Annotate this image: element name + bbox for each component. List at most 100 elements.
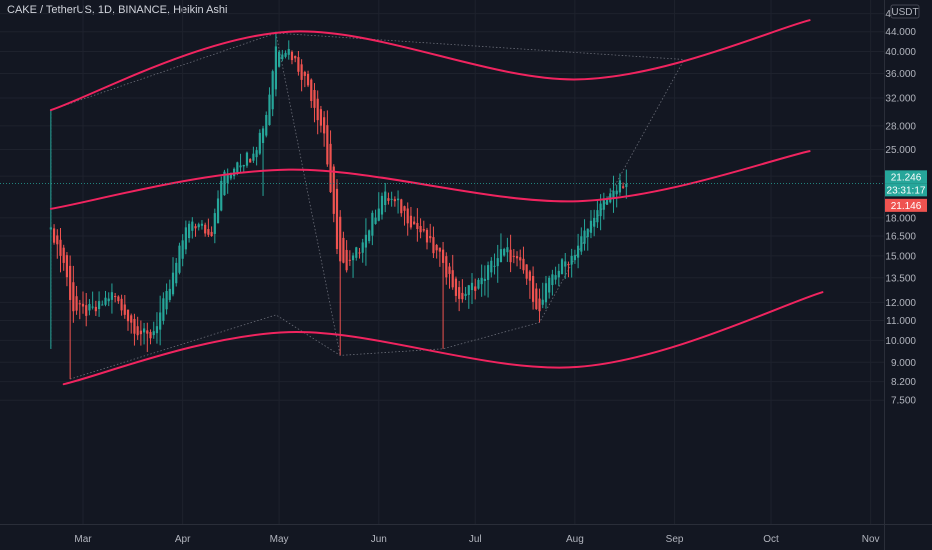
candle-up[interactable] (551, 269, 554, 296)
candle-down[interactable] (522, 246, 525, 274)
candle-down[interactable] (403, 205, 406, 226)
candle-down[interactable] (345, 240, 348, 273)
candle-up[interactable] (605, 196, 609, 205)
candle-up[interactable] (554, 266, 557, 285)
candle-up[interactable] (580, 227, 583, 255)
candle-down[interactable] (78, 299, 81, 320)
candle-up[interactable] (265, 111, 268, 138)
candle-up[interactable] (184, 220, 187, 255)
candle-up[interactable] (152, 321, 155, 339)
candle-down[interactable] (335, 179, 339, 255)
candle-up[interactable] (374, 209, 377, 225)
candle-up[interactable] (364, 218, 368, 266)
candle-down[interactable] (136, 316, 139, 340)
candle-down[interactable] (435, 243, 438, 259)
candle-down[interactable] (323, 111, 326, 147)
candle-up[interactable] (467, 284, 470, 309)
candle-down[interactable] (413, 216, 416, 225)
candle-up[interactable] (493, 253, 496, 275)
candle-up[interactable] (541, 282, 544, 309)
candle-up[interactable] (165, 283, 168, 315)
candle-down[interactable] (387, 192, 390, 205)
candle-up[interactable] (107, 292, 110, 307)
candle-down[interactable] (429, 223, 432, 243)
candle-down[interactable] (445, 252, 448, 285)
candle-up[interactable] (557, 263, 560, 287)
candle-down[interactable] (454, 276, 458, 303)
candle-down[interactable] (75, 285, 78, 315)
time-axis[interactable]: Mar Apr May Jun Jul Aug Sep Oct Nov (74, 534, 879, 545)
candle-up[interactable] (577, 233, 580, 269)
candle-down[interactable] (81, 291, 85, 314)
candle-up[interactable] (618, 173, 622, 196)
candle-up[interactable] (570, 248, 573, 278)
candle-up[interactable] (242, 164, 245, 172)
candle-up[interactable] (625, 169, 628, 199)
candle-up[interactable] (49, 110, 52, 349)
candle-down[interactable] (409, 206, 413, 230)
candle-up[interactable] (142, 322, 146, 345)
channel-curve[interactable] (49, 150, 811, 210)
candle-down[interactable] (448, 262, 451, 289)
candle-down[interactable] (62, 244, 65, 271)
candle-up[interactable] (544, 275, 548, 309)
candle-up[interactable] (88, 299, 91, 316)
candle-down[interactable] (56, 229, 59, 259)
candle-up[interactable] (258, 129, 261, 156)
candle-up[interactable] (612, 175, 615, 213)
candle-down[interactable] (210, 226, 213, 237)
candle-up[interactable] (278, 49, 281, 68)
guide-line[interactable] (275, 32, 685, 60)
candle-up[interactable] (168, 279, 171, 303)
candle-down[interactable] (406, 202, 409, 236)
candle-up[interactable] (384, 182, 387, 213)
candle-up[interactable] (396, 190, 400, 214)
candle-up[interactable] (281, 49, 284, 62)
candle-up[interactable] (284, 50, 287, 59)
candle-up[interactable] (159, 295, 162, 346)
candle-down[interactable] (294, 55, 297, 63)
candle-up[interactable] (564, 253, 567, 279)
candle-down[interactable] (416, 208, 419, 242)
guide-line[interactable] (69, 59, 685, 380)
candle-down[interactable] (339, 210, 342, 356)
candle-down[interactable] (451, 254, 454, 290)
candle-up[interactable] (197, 222, 200, 231)
candle-up[interactable] (104, 290, 107, 307)
candle-down[interactable] (59, 227, 62, 273)
candle-down[interactable] (400, 198, 403, 217)
candle-up[interactable] (368, 229, 371, 244)
candle-down[interactable] (425, 227, 429, 250)
candle-up[interactable] (226, 168, 229, 194)
candle-up[interactable] (268, 87, 271, 126)
candle-down[interactable] (123, 295, 126, 319)
candle-down[interactable] (512, 249, 515, 264)
candle-down[interactable] (94, 300, 97, 316)
candle-down[interactable] (509, 234, 512, 273)
candle-down[interactable] (342, 231, 345, 264)
candle-down[interactable] (532, 266, 535, 310)
candle-up[interactable] (271, 69, 274, 117)
candle-down[interactable] (249, 158, 252, 163)
candle-up[interactable] (560, 258, 564, 275)
price-axis[interactable]: 54.00048.00044.00040.00036.00032.00028.0… (885, 0, 916, 407)
candle-up[interactable] (483, 265, 486, 296)
candle-down[interactable] (300, 59, 303, 92)
candle-down[interactable] (358, 247, 361, 259)
candle-down[interactable] (538, 288, 541, 323)
candle-down[interactable] (567, 261, 570, 278)
candle-down[interactable] (525, 264, 528, 285)
candle-down[interactable] (310, 78, 313, 108)
channel-curve[interactable] (49, 19, 811, 112)
candle-down[interactable] (126, 309, 130, 331)
candle-up[interactable] (110, 283, 114, 314)
candle-down[interactable] (515, 251, 519, 267)
candle-up[interactable] (490, 257, 493, 278)
candle-up[interactable] (287, 40, 290, 60)
candle-down[interactable] (303, 70, 306, 88)
candle-down[interactable] (117, 295, 120, 304)
candle-up[interactable] (480, 264, 483, 297)
candle-up[interactable] (609, 188, 612, 204)
candle-up[interactable] (181, 234, 184, 267)
